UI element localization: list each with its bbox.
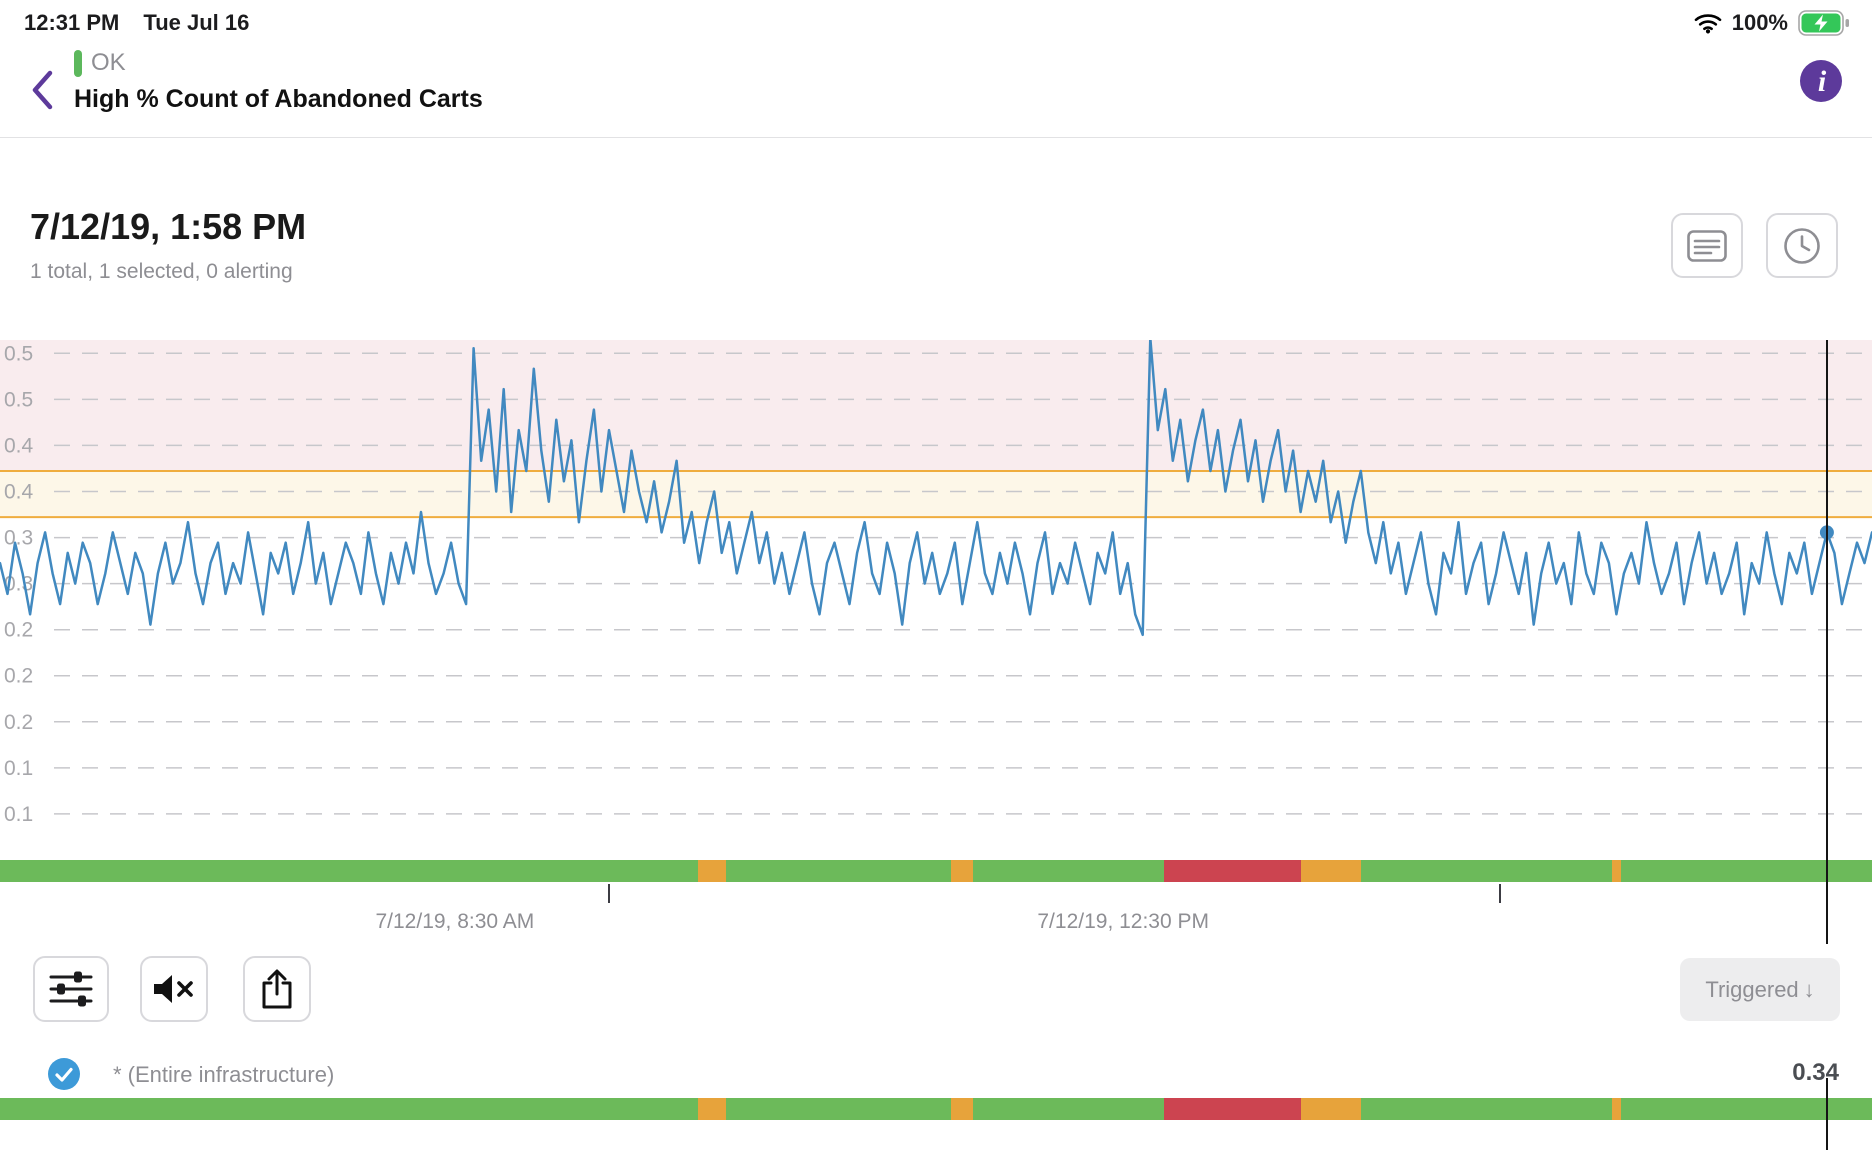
status-segment-orange [950, 1098, 974, 1120]
wifi-icon [1694, 13, 1722, 34]
monitor-status-badge: OK [74, 48, 483, 78]
mute-icon [151, 972, 197, 1006]
monitor-chart[interactable]: 0.5 0.5 0.4 0.4 0.3 0.3 0.2 0.2 0.2 0.1 0.1 [0, 340, 1872, 860]
history-button[interactable] [1766, 213, 1838, 278]
status-segment-orange [1611, 1098, 1622, 1120]
svg-text:0.1: 0.1 [4, 803, 33, 826]
page-title: High % Count of Abandoned Carts [74, 85, 483, 113]
svg-text:0.1: 0.1 [4, 757, 33, 780]
svg-text:0.2: 0.2 [4, 711, 33, 734]
sort-direction-arrow: ↓ [1803, 976, 1815, 1002]
clock-date: Tue Jul 16 [143, 10, 250, 35]
share-icon [260, 968, 294, 1010]
list-view-button[interactable] [1671, 213, 1743, 278]
series-label: * (Entire infrastructure) [113, 1062, 335, 1087]
battery-charging-icon [1798, 10, 1850, 36]
chart-cursor-line[interactable] [1826, 340, 1829, 944]
svg-text:0.5: 0.5 [4, 342, 33, 365]
share-button[interactable] [243, 956, 311, 1022]
triggered-sort-button[interactable]: Triggered ↓ [1680, 958, 1840, 1021]
x-axis-label: 7/12/19, 12:30 PM [1037, 910, 1209, 933]
series-checkbox[interactable] [48, 1058, 80, 1090]
svg-text:0.4: 0.4 [4, 481, 34, 504]
clock-icon [1782, 226, 1822, 266]
timeline-cursor-line[interactable] [1826, 1078, 1829, 1150]
status-segment-orange [950, 860, 974, 882]
timestamp-heading: 7/12/19, 1:58 PM [30, 206, 307, 247]
status-segment-red [1164, 1098, 1302, 1120]
info-icon: i [1798, 58, 1848, 104]
filter-button[interactable] [33, 956, 109, 1022]
chart-canvas[interactable]: 0.50.50.40.40.30.30.20.20.20.10.1 [0, 340, 1872, 860]
series-value: 0.34 [1792, 1059, 1839, 1086]
selection-summary: 1 total, 1 selected, 0 alerting [30, 260, 293, 283]
status-segment-orange [1301, 860, 1361, 882]
x-axis-label: 7/12/19, 8:30 AM [375, 910, 535, 933]
svg-text:0.5: 0.5 [4, 388, 33, 411]
x-axis-tick [608, 884, 611, 903]
status-indicator-bar [74, 49, 82, 77]
status-segment-orange [1301, 1098, 1361, 1120]
sliders-icon [48, 969, 94, 1009]
check-icon [54, 1066, 74, 1083]
status-segment-orange [1611, 860, 1622, 882]
back-button[interactable] [16, 60, 68, 120]
status-segment-orange [698, 860, 727, 882]
list-view-icon [1687, 229, 1727, 262]
info-button[interactable]: i [1798, 56, 1848, 106]
svg-text:i: i [1818, 65, 1827, 98]
status-timeline-strip[interactable] [0, 860, 1872, 882]
status-bar: 12:31 PM Tue Jul 16 100% [0, 0, 1872, 44]
monitor-status-label: OK [91, 49, 126, 76]
header-divider [0, 137, 1872, 138]
status-segment-orange [698, 1098, 727, 1120]
monitor-header: OK High % Count of Abandoned Carts i [0, 44, 1872, 137]
svg-text:0.4: 0.4 [4, 434, 34, 457]
mute-button[interactable] [140, 956, 208, 1022]
svg-text:0.3: 0.3 [4, 527, 33, 550]
clock-time: 12:31 PM [24, 10, 120, 35]
sort-label: Triggered [1705, 976, 1799, 1002]
svg-text:0.2: 0.2 [4, 619, 33, 642]
x-axis-tick [1499, 884, 1502, 903]
svg-text:0.2: 0.2 [4, 665, 33, 688]
status-segment-red [1164, 860, 1302, 882]
status-timeline-strip-bottom[interactable] [0, 1098, 1872, 1120]
battery-percent: 100% [1731, 10, 1788, 35]
chevron-left-icon [30, 69, 54, 111]
